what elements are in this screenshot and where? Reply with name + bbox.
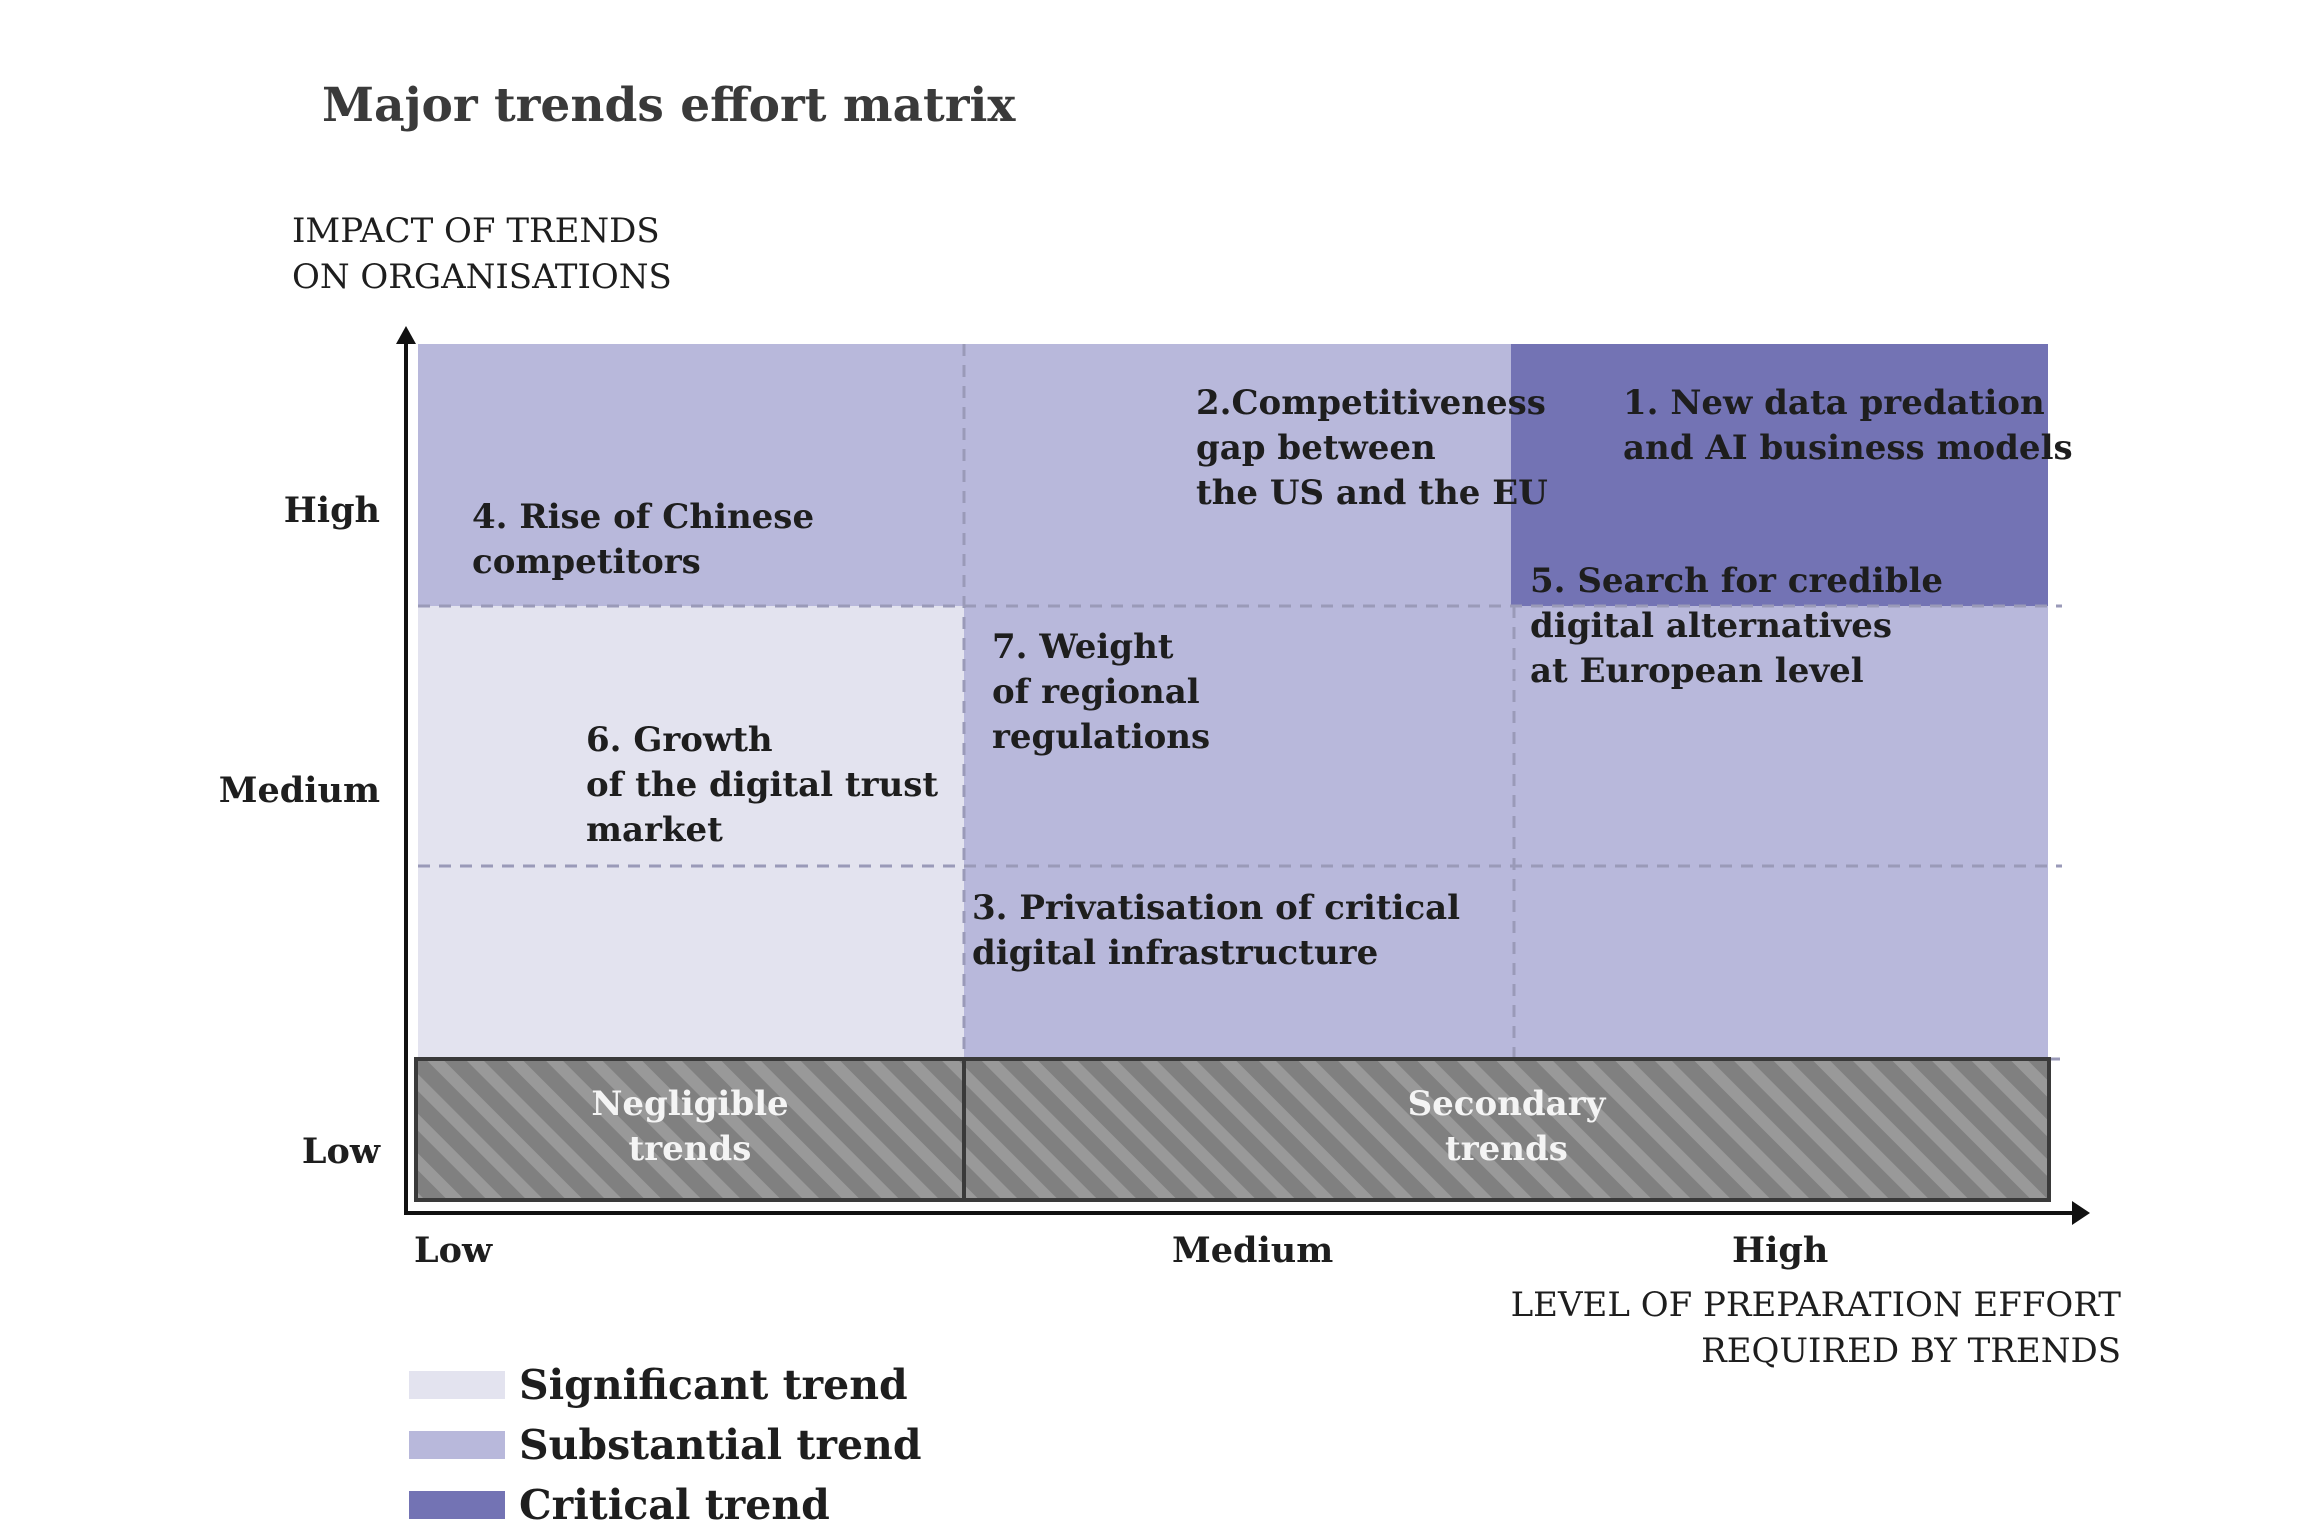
x-tick-medium: Medium <box>1172 1230 1334 1271</box>
zone-critical <box>1511 344 2048 606</box>
x-axis-title: LEVEL OF PREPARATION EFFORT REQUIRED BY … <box>1510 1285 2121 1371</box>
legend-label-significant: Significant trend <box>519 1361 908 1409</box>
trend-label-3: 3. Privatisation of critical digital inf… <box>972 888 1461 973</box>
zone-label-negligible: Negligible trends <box>591 1084 789 1169</box>
chart-title: Major trends effort matrix <box>322 78 1016 133</box>
legend-item-substantial: Substantial trend <box>409 1415 922 1475</box>
legend-swatch-critical <box>409 1491 505 1519</box>
trend-label-5: 5. Search for credible digital alternati… <box>1530 561 1944 691</box>
zone-secondary <box>962 1057 2051 1202</box>
axes <box>396 326 2090 1225</box>
y-tick-low: Low <box>301 1131 380 1172</box>
y-axis-title: IMPACT OF TRENDS ON ORGANISATIONS <box>292 211 672 297</box>
trend-label-1: 1. New data predation and AI business mo… <box>1623 383 2073 468</box>
legend-item-significant: Significant trend <box>409 1355 922 1415</box>
y-tick-medium: Medium <box>218 770 380 811</box>
y-tick-high: High <box>283 490 380 531</box>
zone-label-secondary: Secondary trends <box>1407 1084 1606 1169</box>
legend: Significant trend Substantial trend Crit… <box>409 1355 922 1535</box>
zone-significant <box>418 606 964 1059</box>
trend-label-2: 2.Competitiveness gap between the US and… <box>1196 383 1548 513</box>
legend-swatch-substantial <box>409 1431 505 1459</box>
x-tick-low: Low <box>414 1230 493 1271</box>
legend-swatch-significant <box>409 1371 505 1399</box>
legend-label-critical: Critical trend <box>519 1481 830 1529</box>
trend-label-6: 6. Growth of the digital trust market <box>586 720 939 850</box>
legend-item-critical: Critical trend <box>409 1475 922 1535</box>
trend-label-7: 7. Weight of regional regulations <box>992 627 1211 757</box>
trend-label-4: 4. Rise of Chinese competitors <box>472 497 815 582</box>
x-tick-high: High <box>1732 1230 1829 1271</box>
legend-label-substantial: Substantial trend <box>519 1421 922 1469</box>
